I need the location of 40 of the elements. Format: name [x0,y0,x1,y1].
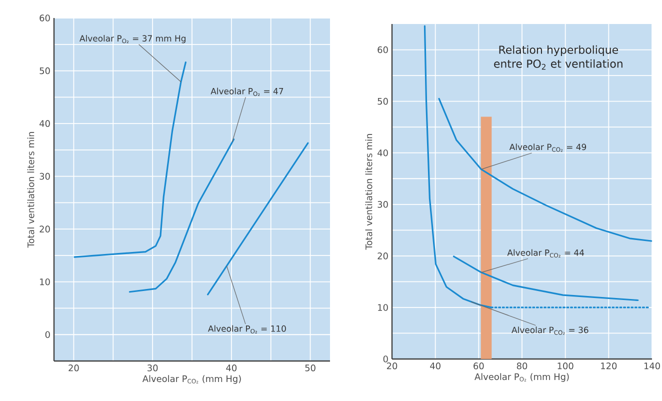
y-tick-label: 30 [378,200,388,208]
y-tick-label: 20 [378,252,388,260]
x-tick-label: 40 [430,362,440,370]
y-tick-label: 40 [378,149,388,156]
x-tick-label: 60 [474,362,484,370]
y-tick-label: 0 [383,356,388,362]
annotation: Alveolar P$_{O₂}$ = 110 [208,325,286,334]
x-tick-label: 100 [558,362,574,370]
annotation: Alveolar P$_{CO₂}$ = 44 [507,249,584,258]
x-tick-label: 80 [516,362,528,370]
y-tick-label: 0 [45,331,50,338]
annotation: Alveolar P$_{O₂}$ = 47 [210,88,284,96]
y-axis-title: Total ventilation liters min [365,134,372,250]
y-tick-label: 20 [40,226,50,232]
y-tick-label: 10 [378,304,388,311]
text: Relation hyperbolique entre PO$_{2}$ et ventilation [494,45,622,70]
y-tick-label: 60 [378,46,388,54]
x-tick-label: 50 [305,364,316,372]
line-series [438,98,652,242]
y-tick-label: 50 [378,98,388,105]
annotation: Alveolar P$_{CO₂}$ = 49 [509,144,586,152]
x-axis-title: Alveolar P$_{O₂}$ (mm Hg) [474,373,569,382]
x-tick-label: 140 [644,362,660,370]
y-tick-label: 40 [40,120,50,127]
annotation: Alveolar P$_{CO₂}$ = 36 [512,326,588,335]
line-series [74,62,186,258]
y-tick-label: 50 [40,67,50,74]
line-series [452,256,639,302]
y-tick-label: 10 [40,278,50,286]
y-axis-title: Total ventilation liters min [27,132,34,248]
x-tick-label: 30 [148,364,158,372]
x-tick-label: 20 [386,362,398,370]
x-tick-label: 40 [226,364,237,372]
y-tick-label: 60 [40,14,50,22]
annotation: Alveolar P$_{O₂}$ = 37 mm Hg [80,35,186,44]
x-tick-label: 120 [601,362,617,370]
x-tick-label: 20 [68,364,79,372]
y-tick-label: 30 [40,172,50,180]
x-axis-title: Alveolar P$_{CO₂}$ (mm Hg) [142,375,241,384]
line-series [128,138,235,293]
